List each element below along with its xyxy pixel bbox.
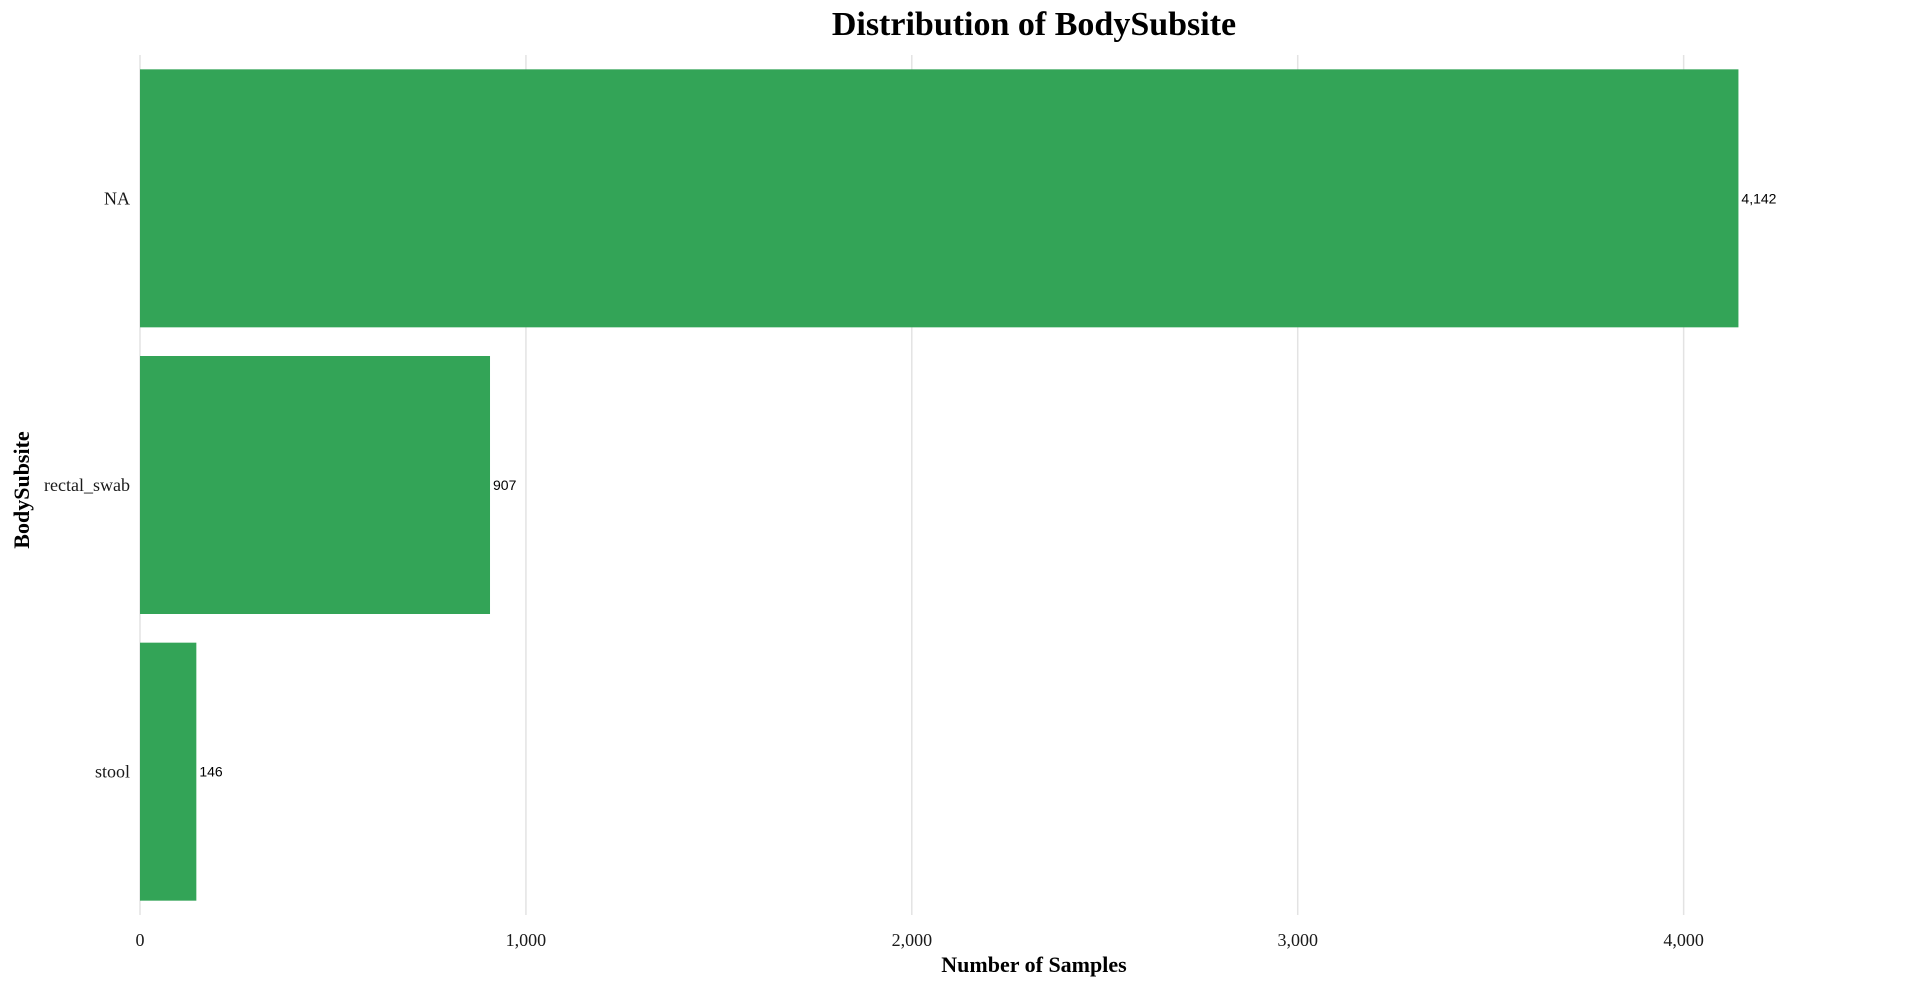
- data-label: 907: [493, 477, 517, 493]
- data-label: 4,142: [1741, 190, 1776, 206]
- y-tick-label: rectal_swab: [44, 475, 130, 495]
- x-tick-label: 1,000: [506, 930, 547, 950]
- bar-stool: [140, 642, 197, 901]
- data-label: 146: [199, 764, 223, 780]
- data-labels: 4,142 907 146: [199, 190, 1776, 779]
- chart-title: Distribution of BodySubsite: [832, 6, 1236, 43]
- x-tick-label: 2,000: [892, 930, 933, 950]
- y-tick-label: NA: [104, 188, 130, 208]
- bars: [140, 69, 1739, 901]
- bar-na: [140, 69, 1739, 328]
- x-tick-label: 3,000: [1277, 930, 1318, 950]
- x-axis-tick-labels: 0 1,000 2,000 3,000 4,000: [136, 930, 1704, 950]
- x-tick-label: 0: [136, 930, 145, 950]
- y-tick-label: stool: [95, 762, 130, 782]
- x-tick-label: 4,000: [1663, 930, 1704, 950]
- bar-rectal-swab: [140, 356, 491, 614]
- x-axis-title: Number of Samples: [941, 952, 1127, 977]
- y-axis-title: BodySubsite: [9, 431, 34, 549]
